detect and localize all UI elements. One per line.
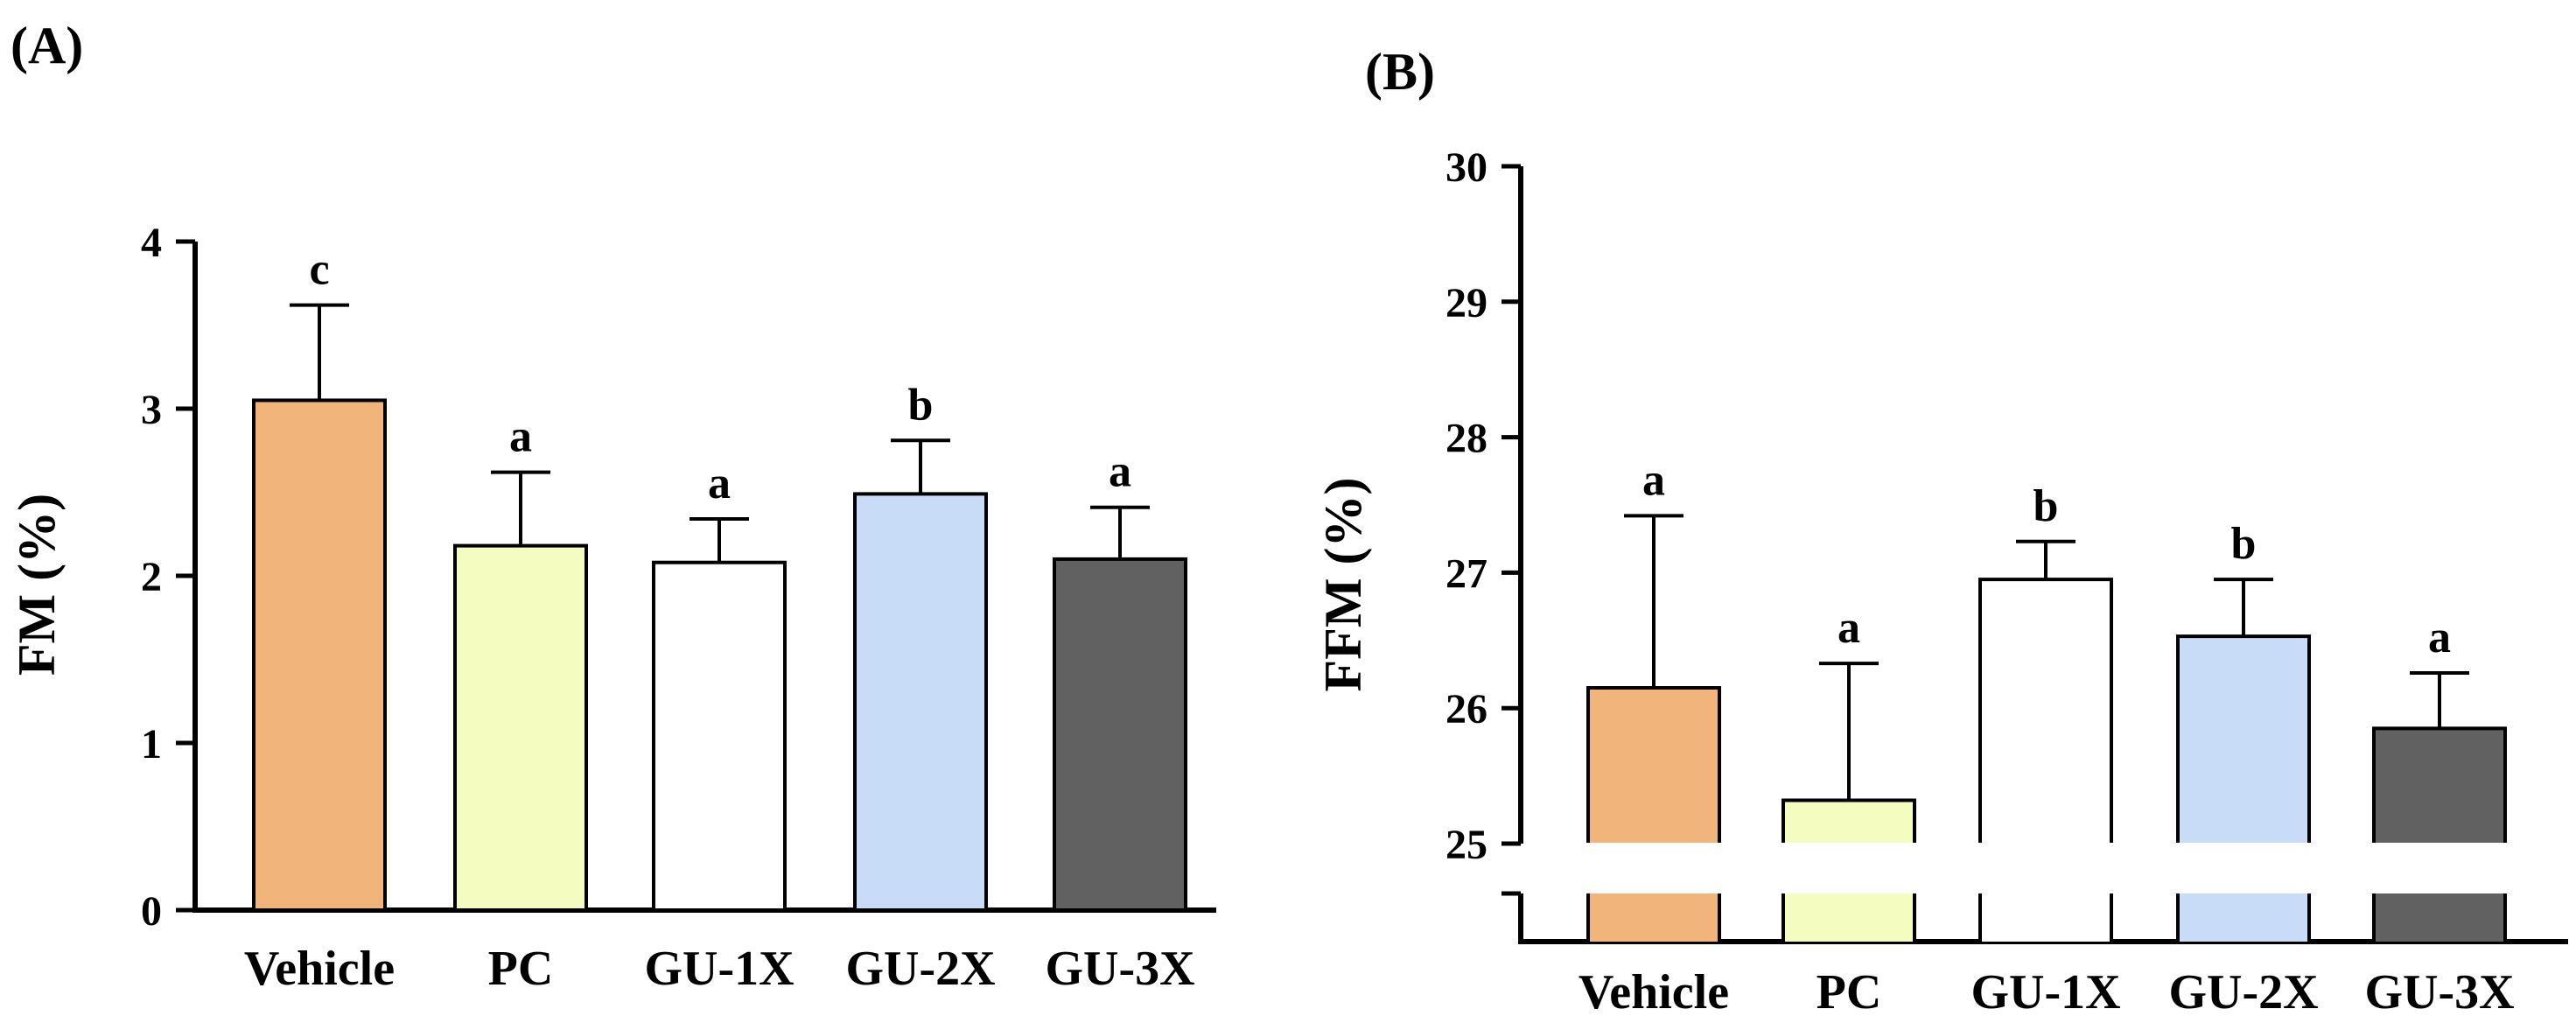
panel-a-significance-label: c <box>309 245 329 295</box>
panel-b-bar-outline <box>2176 634 2311 843</box>
panel-b-plot: 25 26 27 28 29 30 a Vehicle a PC b GU-1X b GU-2X a GU-3… <box>1446 144 2568 1019</box>
panel-b-bar-lower-outline <box>1782 893 1916 942</box>
panel-b-bar-lower <box>2178 893 2309 942</box>
panel-b-bar-gu-3x <box>2374 728 2505 843</box>
panel-b-category-label: Vehicle <box>1578 965 1729 1019</box>
panel-b-category-label: GU-2X <box>2168 965 2318 1019</box>
panel-a-category-label: PC <box>488 942 554 996</box>
panel-a-significance-label: a <box>1109 447 1131 497</box>
panel-a-bar-pc <box>453 543 588 912</box>
panel-b-y-tick-label: 25 <box>1446 822 1488 868</box>
panel-b-significance-label: b <box>2231 519 2257 569</box>
panel-b-significance-label: a <box>1642 455 1665 505</box>
panel-a-y-axis-title: FM (%) <box>8 494 66 676</box>
panel-a-category-label: Vehicle <box>244 942 395 996</box>
panel-b-y-axis-title: FFM (%) <box>1314 478 1372 692</box>
panel-b-y-tick-label: 30 <box>1446 144 1488 191</box>
panel-b-bar-outline <box>1782 798 1916 843</box>
panel-a-label: (A) <box>10 17 83 74</box>
panel-b-significance-label: a <box>2428 613 2451 662</box>
panel-b-y-tick-label: 27 <box>1446 550 1488 597</box>
panel-b-label: (B) <box>1365 43 1435 101</box>
panel-b-bar-lower <box>2374 893 2505 942</box>
panel-a-y-tick-label: 0 <box>141 888 162 935</box>
panel-b-y-tick-label: 26 <box>1446 686 1488 732</box>
panel-b-bar-gu-1x <box>1980 579 2111 843</box>
panel-a-bar-gu-1x <box>652 560 787 912</box>
panel-a-significance-label: b <box>908 380 934 430</box>
panel-b-bar-pc <box>1783 800 1914 843</box>
panel-b-y-tick-label: 28 <box>1446 416 1488 462</box>
panel-b-category-label: GU-1X <box>1970 965 2120 1019</box>
panel-b-category-label: PC <box>1816 965 1882 1019</box>
panel-b-bar-lower-outline <box>2372 893 2507 942</box>
panel-b-bar-vehicle <box>1588 687 1719 843</box>
panel-a-significance-label: a <box>708 459 731 508</box>
panel-a-bar-gu-2x <box>853 492 988 912</box>
panel-b-bar-lower-outline <box>2176 893 2311 942</box>
panel-a-category-label: GU-1X <box>644 942 794 996</box>
panel-a-category-label: GU-3X <box>1045 942 1194 996</box>
panel-b-bar-outline <box>1978 578 2113 843</box>
panel-b-bar-outline <box>1586 685 1721 843</box>
panel-b-significance-label: b <box>2034 481 2059 531</box>
panel-a-y-tick-label: 1 <box>141 721 162 767</box>
panel-b-bar-outline <box>2372 726 2507 843</box>
panel-b-bar-lower-outline <box>1586 893 1721 942</box>
panel-b-bar-lower <box>1783 893 1914 942</box>
panel-a-significance-label: a <box>509 412 532 462</box>
panel-b-category-label: GU-3X <box>2364 965 2514 1019</box>
panel-a-plot: 0 1 2 3 4 c Vehicle a PC a GU-1X b GU-2X a GU-3X <box>141 220 1216 996</box>
panel-a-bar-vehicle <box>252 398 387 912</box>
panel-b-bar-lower-outline <box>1978 893 2113 942</box>
panel-b-y-tick-label: 29 <box>1446 280 1488 326</box>
panel-b-significance-label: a <box>1838 603 1860 653</box>
panel-a-y-tick-label: 4 <box>141 220 162 266</box>
panel-b-bar-lower <box>1588 893 1719 942</box>
panel-a-bar-gu-3x <box>1053 557 1187 913</box>
panel-a-y-tick-label: 3 <box>141 387 162 433</box>
panel-b-bar-gu-2x <box>2178 636 2309 843</box>
panel-a-category-label: GU-2X <box>845 942 995 996</box>
panel-a-y-tick-label: 2 <box>141 554 162 600</box>
panel-b-bar-lower <box>1980 893 2111 942</box>
